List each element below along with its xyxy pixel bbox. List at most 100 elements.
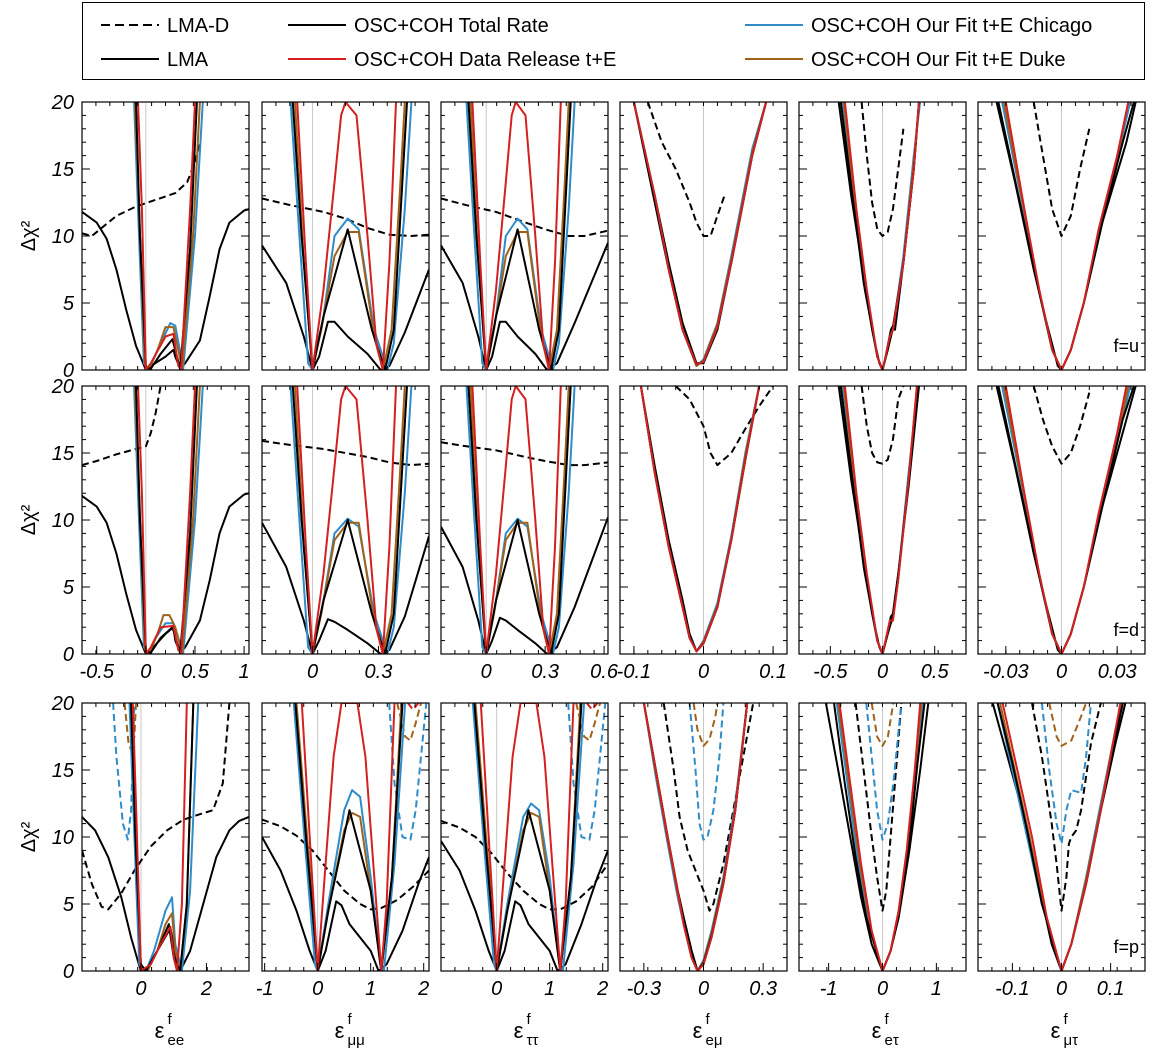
panel-r3-c5: -1 0 1 ε f eτ: [798, 702, 967, 1049]
panel-r1-c4: [619, 101, 788, 371]
series-release: [300, 703, 396, 971]
panel-r1-c6: f=u: [977, 101, 1146, 371]
x-axis-label-sub: eμ: [706, 1032, 723, 1049]
panel-r1-c1: 0 5 10 15 20 Δχ²: [18, 92, 250, 382]
series-lma: [639, 386, 761, 653]
curves: [441, 102, 608, 370]
y-tick-label: 5: [63, 293, 75, 315]
panel-r1-c2: [261, 101, 430, 371]
curves: [262, 386, 429, 654]
y-tick-label: 0: [63, 360, 74, 382]
x-tick-label: 0.3: [365, 661, 393, 683]
series-duke-d: [1048, 703, 1088, 747]
series-chicago: [841, 386, 919, 654]
x-tick-label: -1: [256, 978, 274, 1000]
series-total: [632, 102, 768, 366]
series-release: [1001, 703, 1122, 971]
legend-svg: LMA-D LMA OSC+COH Total Rate OSC+COH Data R…: [101, 15, 1092, 71]
series-total: [291, 102, 408, 370]
x-axis-label-sub: eτ: [885, 1032, 899, 1049]
curves: [991, 703, 1127, 971]
series-lmad: [262, 197, 429, 237]
curves: [82, 102, 249, 370]
series-lma: [262, 836, 429, 971]
series-chicago: [465, 102, 576, 370]
series-total: [997, 102, 1135, 370]
series-lma: [82, 208, 249, 370]
panel-r3-c6: -0.1 0 0.1 f=p ε f μτ: [977, 702, 1146, 1049]
curves: [82, 386, 249, 654]
x-tick-label: 1: [931, 978, 942, 1000]
curves: [642, 703, 755, 971]
panel-r3-c1: 0 5 10 15 20 Δχ² 0 2 ε f ee: [18, 693, 250, 1049]
series-chicago: [128, 703, 200, 971]
curves: [995, 102, 1137, 370]
x-tick-label: 0.3: [531, 661, 559, 683]
series-chicago: [471, 703, 586, 971]
curves: [995, 386, 1137, 654]
series-release: [843, 102, 920, 370]
y-tick-label: 20: [51, 376, 74, 398]
series-lmad: [441, 819, 608, 911]
series-duke-d: [870, 703, 895, 747]
series-release: [838, 703, 922, 971]
legend-label: LMA-D: [167, 15, 229, 37]
series-chicago: [465, 386, 576, 654]
x-tick-label: -0.3: [627, 978, 661, 1000]
series-duke: [1003, 102, 1130, 370]
series-release: [639, 386, 761, 653]
series-total: [833, 703, 926, 971]
x-tick-label: 0.3: [749, 978, 777, 1000]
curves: [441, 703, 608, 971]
series-total: [839, 386, 919, 654]
series-release: [479, 703, 575, 971]
curves: [824, 703, 930, 971]
series-total: [135, 386, 198, 654]
x-axis-label-main: ε: [155, 1018, 165, 1043]
panel-r2-c5: -0.5 0 0.5: [798, 385, 967, 683]
series-release: [843, 386, 918, 654]
series-lma: [441, 840, 608, 971]
series-release: [632, 102, 768, 366]
y-tick-label: 15: [52, 443, 75, 465]
series-total: [997, 386, 1135, 654]
row-label: f=u: [1113, 336, 1139, 356]
series-lma: [82, 815, 249, 971]
x-axis-label-main: ε: [335, 1018, 345, 1043]
series-lma: [441, 516, 608, 654]
series-release: [137, 386, 196, 654]
series-lma: [824, 703, 930, 971]
series-total: [467, 386, 572, 654]
x-axis-label-sub: ττ: [527, 1032, 539, 1049]
curves: [262, 102, 429, 370]
panel-r1-c5: [798, 101, 967, 371]
curves: [441, 386, 608, 654]
row-label: f=p: [1113, 937, 1139, 957]
x-tick-label: -0.5: [813, 661, 848, 683]
legend-label: OSC+COH Our Fit t+E Chicago: [811, 15, 1092, 37]
legend-label: OSC+COH Our Fit t+E Duke: [811, 49, 1066, 71]
series-chicago: [289, 102, 413, 370]
x-tick-label: 0: [877, 661, 888, 683]
x-tick-label: 0.6: [590, 661, 619, 683]
x-axis-label-sup: f: [1064, 1011, 1069, 1028]
series-chicago: [1001, 102, 1132, 370]
y-tick-label: 5: [63, 577, 75, 599]
y-tick-label: 20: [51, 693, 74, 715]
y-axis-label: Δχ²: [18, 821, 40, 852]
panel-frame: [440, 385, 609, 655]
series-chicago: [289, 386, 413, 654]
x-axis-label-main: ε: [514, 1018, 524, 1043]
y-tick-label: 15: [52, 760, 75, 782]
y-tick-label: 0: [63, 961, 74, 983]
x-tick-label: -0.1: [617, 661, 651, 683]
series-lma: [82, 492, 249, 654]
y-tick-label: 20: [51, 92, 74, 114]
y-tick-label: 10: [52, 510, 74, 532]
series-chicago-d: [1040, 703, 1092, 845]
panel-r2-c6: -0.03 0 0.03 f=d: [977, 385, 1146, 683]
series-lma: [632, 102, 768, 365]
series-lma: [441, 242, 608, 370]
curves: [837, 386, 920, 654]
y-tick-label: 5: [63, 894, 75, 916]
